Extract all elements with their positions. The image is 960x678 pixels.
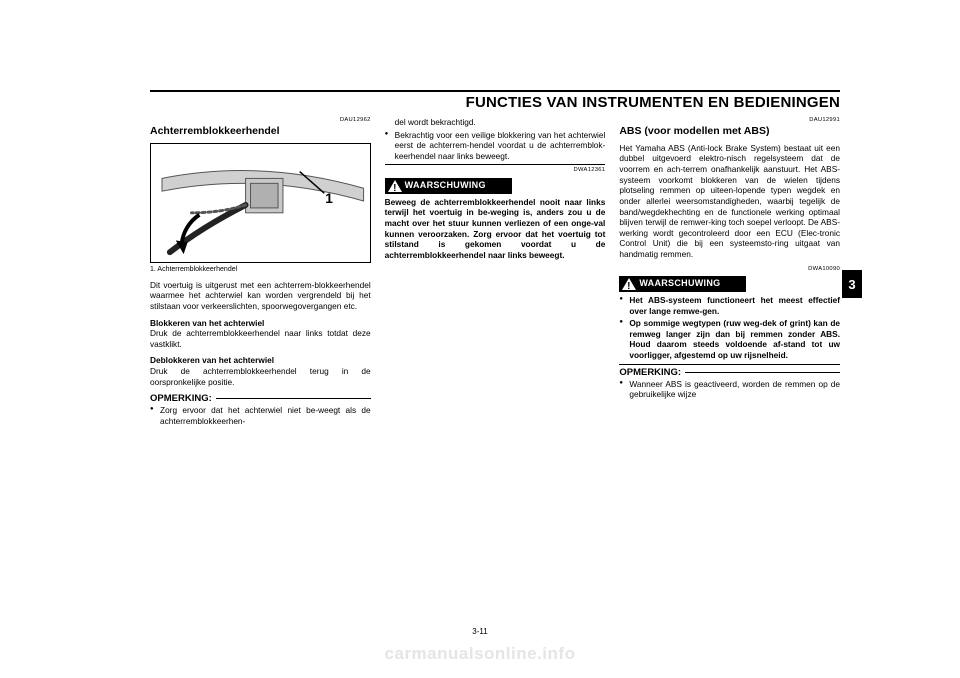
ref-code: DAU12991 bbox=[619, 117, 840, 124]
ref-code: DWA12361 bbox=[385, 167, 606, 174]
column-3: DAU12991 ABS (voor modellen met ABS) Het… bbox=[619, 117, 840, 587]
column-2: del wordt bekrachtigd. Bekrachtig voor e… bbox=[385, 117, 606, 587]
thin-rule bbox=[385, 164, 606, 165]
list-item: Het ABS-systeem functioneert het meest e… bbox=[629, 295, 840, 316]
svg-text:!: ! bbox=[628, 281, 632, 291]
figure-caption: 1. Achterremblokkeerhendel bbox=[150, 266, 371, 275]
note-heading-row: OPMERKING: bbox=[150, 393, 371, 405]
warning-box: ! WAARSCHUWING bbox=[619, 276, 746, 292]
note-heading-row: OPMERKING: bbox=[619, 367, 840, 379]
warning-list: Het ABS-systeem functioneert het meest e… bbox=[619, 295, 840, 361]
warning-triangle-icon: ! bbox=[387, 179, 403, 193]
figure-callout-number: 1 bbox=[325, 191, 333, 206]
warning-paragraph: Beweeg de achterremblokkeerhendel nooit … bbox=[385, 197, 606, 261]
paragraph: Het Yamaha ABS (Anti-lock Brake System) … bbox=[619, 143, 840, 260]
watermark: carmanualsonline.info bbox=[0, 644, 960, 664]
subheading: Blokkeren van het achterwiel bbox=[150, 318, 371, 329]
chapter-title: FUNCTIES VAN INSTRUMENTEN EN BEDIENINGEN bbox=[150, 94, 840, 111]
section-heading: Achterremblokkeerhendel bbox=[150, 125, 371, 138]
warning-triangle-icon: ! bbox=[621, 277, 637, 291]
manual-page: FUNCTIES VAN INSTRUMENTEN EN BEDIENINGEN… bbox=[0, 0, 960, 678]
note-label: OPMERKING: bbox=[619, 367, 681, 379]
top-rule bbox=[150, 90, 840, 92]
warning-label: WAARSCHUWING bbox=[405, 180, 512, 192]
list-item: Wanneer ABS is geactiveerd, worden de re… bbox=[629, 379, 840, 400]
ref-code: DWA10090 bbox=[619, 266, 840, 273]
paragraph: Druk de achterremblokkeerhendel terug in… bbox=[150, 366, 371, 387]
note-rule bbox=[685, 372, 840, 373]
lever-illustration: 1 bbox=[151, 144, 370, 262]
note-list: Wanneer ABS is geactiveerd, worden de re… bbox=[619, 379, 840, 400]
list-item: Zorg ervoor dat het achterwiel niet be-w… bbox=[160, 405, 371, 426]
continuation-text: del wordt bekrachtigd. bbox=[385, 117, 606, 128]
page-number: 3-11 bbox=[0, 627, 960, 636]
svg-text:!: ! bbox=[393, 183, 397, 193]
figure-lever: 1 bbox=[150, 143, 371, 263]
subheading: Deblokkeren van het achterwiel bbox=[150, 355, 371, 366]
warning-box: ! WAARSCHUWING bbox=[385, 178, 512, 194]
note-rule bbox=[216, 398, 371, 399]
list-item: Bekrachtig voor een veilige blokkering v… bbox=[395, 130, 606, 162]
paragraph: Dit voertuig is uitgerust met een achter… bbox=[150, 280, 371, 312]
ref-code: DAU12962 bbox=[150, 117, 371, 124]
section-heading: ABS (voor modellen met ABS) bbox=[619, 125, 840, 138]
column-1: DAU12962 Achterremblokkeerhendel bbox=[150, 117, 371, 587]
paragraph: Druk de achterremblokkeerhendel naar lin… bbox=[150, 328, 371, 349]
thin-rule bbox=[619, 364, 840, 365]
section-tab: 3 bbox=[842, 270, 862, 298]
note-label: OPMERKING: bbox=[150, 393, 212, 405]
content-columns: DAU12962 Achterremblokkeerhendel bbox=[150, 117, 840, 587]
note-list-cont: Bekrachtig voor een veilige blokkering v… bbox=[385, 130, 606, 162]
warning-label: WAARSCHUWING bbox=[639, 278, 746, 290]
list-item: Op sommige wegtypen (ruw weg-dek of grin… bbox=[629, 318, 840, 360]
note-list: Zorg ervoor dat het achterwiel niet be-w… bbox=[150, 405, 371, 426]
